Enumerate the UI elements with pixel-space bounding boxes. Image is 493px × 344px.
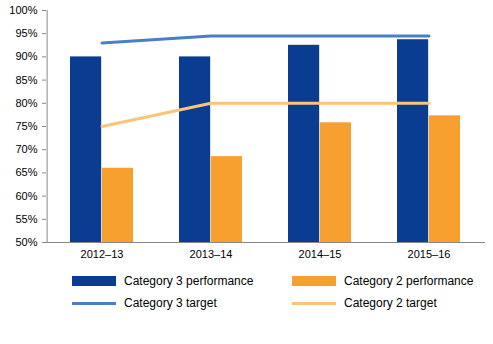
svg-text:75%: 75% — [15, 120, 37, 132]
svg-text:80%: 80% — [15, 97, 37, 109]
svg-text:70%: 70% — [15, 143, 37, 155]
html-text:Category 3 performance: Category 3 performance — [124, 274, 254, 288]
svg-text:95%: 95% — [15, 27, 37, 39]
svg-text:85%: 85% — [15, 74, 37, 86]
svg-text:90%: 90% — [15, 50, 37, 62]
html-text:Category 2 performance: Category 2 performance — [344, 274, 474, 288]
svg-text:100%: 100% — [9, 4, 37, 16]
svg-text:65%: 65% — [15, 166, 37, 178]
svg-text:2014–15: 2014–15 — [299, 248, 342, 260]
svg-text:50%: 50% — [15, 236, 37, 248]
svg-text:2013–14: 2013–14 — [190, 248, 233, 260]
svg-text:2015–16: 2015–16 — [408, 248, 451, 260]
svg-text:60%: 60% — [15, 190, 37, 202]
html-text:Category 2 target: Category 2 target — [344, 296, 437, 310]
svg-text:2012–13: 2012–13 — [81, 248, 124, 260]
html-text:Category 3 target: Category 3 target — [124, 296, 217, 310]
svg-text:55%: 55% — [15, 213, 37, 225]
